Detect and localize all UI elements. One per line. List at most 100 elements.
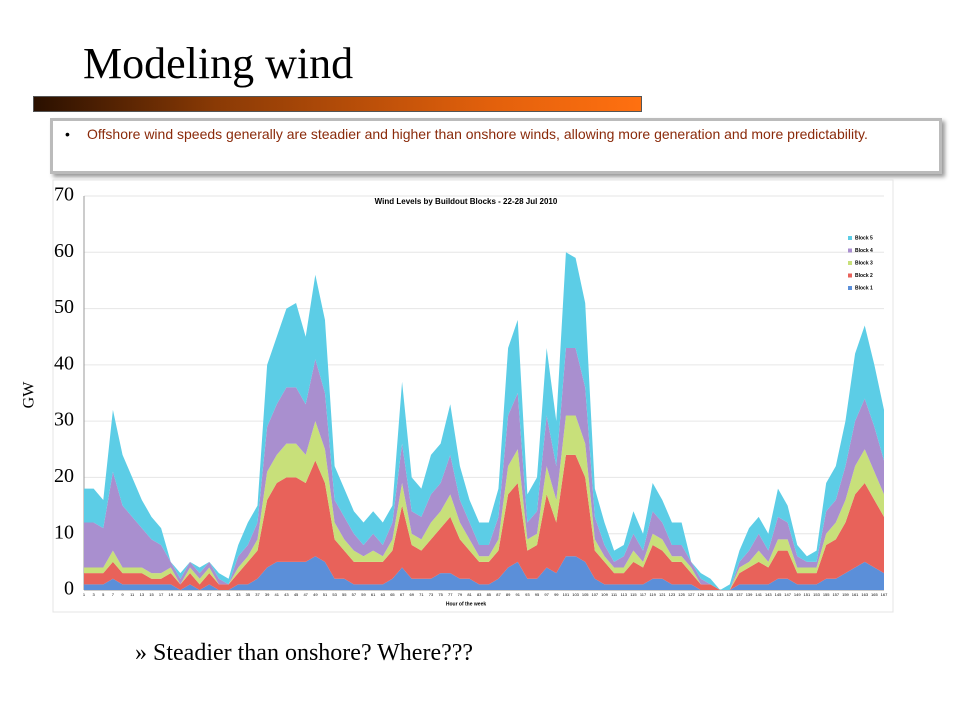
x-tick-label: 49 <box>313 592 318 597</box>
x-tick-label: 83 <box>477 592 482 597</box>
x-tick-label: 153 <box>813 592 820 597</box>
x-tick-label: 103 <box>572 592 579 597</box>
x-tick-label: 99 <box>554 592 559 597</box>
legend-label: Block 5 <box>855 235 873 241</box>
x-tick-label: 155 <box>823 592 830 597</box>
y-tick-label: 50 <box>54 296 74 318</box>
x-tick-label: 93 <box>525 592 530 597</box>
x-tick-label: 23 <box>188 592 193 597</box>
x-tick-label: 141 <box>755 592 762 597</box>
x-tick-label: 77 <box>448 592 453 597</box>
x-tick-label: 35 <box>246 592 251 597</box>
x-tick-label: 33 <box>236 592 241 597</box>
legend-label: Block 3 <box>855 260 873 266</box>
y-tick-label: 20 <box>54 465 74 487</box>
legend-swatch <box>848 273 852 278</box>
x-tick-label: 45 <box>294 592 299 597</box>
x-tick-label: 13 <box>140 592 145 597</box>
x-tick-label: 55 <box>342 592 347 597</box>
area <box>84 347 884 590</box>
x-tick-label: 161 <box>852 592 859 597</box>
x-tick-label: 29 <box>217 592 222 597</box>
legend-swatch <box>848 286 852 290</box>
y-tick-label: 70 <box>54 184 74 206</box>
slide-title: Modeling wind <box>83 39 354 88</box>
x-tick-label: 57 <box>352 592 357 597</box>
y-tick-label: 10 <box>54 521 74 543</box>
x-tick-label: 127 <box>688 592 695 597</box>
x-tick-label: 75 <box>438 592 443 597</box>
y-tick-label: 0 <box>64 578 74 600</box>
x-tick-label: 41 <box>275 592 280 597</box>
area <box>84 415 884 590</box>
x-tick-label: 61 <box>371 592 376 597</box>
x-tick-label: 115 <box>630 592 637 597</box>
legend-swatch <box>848 248 852 253</box>
x-tick-label: 167 <box>881 592 888 597</box>
x-tick-label: 121 <box>659 592 666 597</box>
legend-swatch <box>848 236 852 240</box>
x-tick-label: 73 <box>429 592 434 597</box>
x-tick-label: 133 <box>717 592 724 597</box>
x-tick-label: 15 <box>149 592 154 597</box>
legend-swatch <box>848 261 852 265</box>
x-tick-label: 63 <box>381 592 386 597</box>
x-tick-label: 149 <box>794 592 801 597</box>
x-tick-label: 59 <box>361 592 366 597</box>
x-tick-label: 71 <box>419 592 424 597</box>
x-tick-label: 85 <box>487 592 492 597</box>
x-tick-label: 51 <box>323 592 328 597</box>
x-tick-label: 135 <box>726 592 733 597</box>
x-tick-label: 139 <box>746 592 753 597</box>
x-tick-label: 163 <box>861 592 868 597</box>
x-tick-label: 65 <box>390 592 395 597</box>
y-tick-label: 60 <box>54 240 74 262</box>
x-tick-label: 7 <box>112 592 115 597</box>
y-tick-label: 40 <box>54 352 74 374</box>
chart-title: Wind Levels by Buildout Blocks - 22-28 J… <box>375 197 558 206</box>
footer-text: Steadier than onshore? Where??? <box>135 640 473 667</box>
area <box>84 556 884 590</box>
legend-label: Block 4 <box>855 248 873 254</box>
x-tick-label: 81 <box>467 592 472 597</box>
x-tick-label: 69 <box>409 592 414 597</box>
x-tick-label: 37 <box>255 592 260 597</box>
legend-label: Block 1 <box>855 285 873 291</box>
x-tick-label: 145 <box>775 592 782 597</box>
bullet-text: Offshore wind speeds generally are stead… <box>50 118 942 174</box>
x-tick-label: 109 <box>601 592 608 597</box>
area <box>84 454 884 590</box>
x-tick-label: 123 <box>669 592 676 597</box>
x-tick-label: 165 <box>871 592 878 597</box>
x-tick-label: 137 <box>736 592 743 597</box>
x-tick-label: 151 <box>804 592 811 597</box>
x-tick-label: 143 <box>765 592 772 597</box>
y-tick-label: 30 <box>54 409 74 431</box>
x-tick-label: 11 <box>130 592 135 597</box>
x-tick-label: 89 <box>506 592 511 597</box>
x-tick-label: 87 <box>496 592 501 597</box>
x-tick-label: 113 <box>621 592 628 597</box>
x-axis-label: Hour of the week <box>446 601 487 607</box>
x-tick-label: 159 <box>842 592 849 597</box>
x-tick-label: 9 <box>121 592 124 597</box>
x-tick-label: 157 <box>832 592 839 597</box>
title-bar <box>33 96 642 112</box>
x-tick-label: 17 <box>159 592 164 597</box>
x-tick-label: 147 <box>784 592 791 597</box>
x-tick-label: 105 <box>582 592 589 597</box>
x-tick-label: 67 <box>400 592 405 597</box>
x-tick-label: 111 <box>611 592 618 597</box>
x-tick-label: 1 <box>83 592 86 597</box>
y-axis-label: GW <box>21 381 38 409</box>
x-tick-label: 19 <box>169 592 174 597</box>
x-tick-label: 95 <box>535 592 540 597</box>
x-tick-label: 107 <box>591 592 598 597</box>
x-tick-label: 119 <box>649 592 656 597</box>
x-tick-label: 47 <box>303 592 308 597</box>
x-tick-label: 43 <box>284 592 289 597</box>
x-tick-label: 101 <box>563 592 570 597</box>
x-tick-label: 27 <box>207 592 212 597</box>
